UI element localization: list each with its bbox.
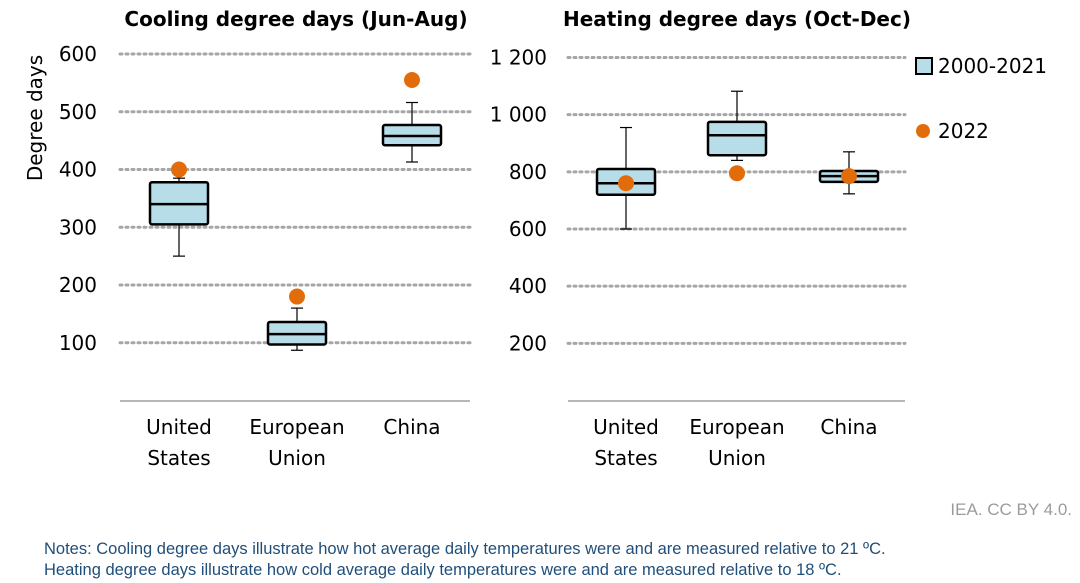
panel-1-ytick-label: 300 — [59, 215, 97, 239]
panel-1-point-2022 — [289, 288, 305, 305]
legend-label-box: 2000-2021 — [938, 54, 1047, 78]
panel-1-category-label: Union — [268, 446, 326, 470]
panel-2-category-label: Union — [708, 446, 766, 470]
panel-2-category-label: States — [594, 446, 657, 470]
panel-2-ytick-label: 800 — [509, 160, 547, 184]
notes: Notes: Cooling degree days illustrate ho… — [44, 539, 886, 581]
panel-1-ytick-label: 600 — [59, 42, 97, 66]
panel-1-title: Cooling degree days (Jun-Aug) — [124, 7, 467, 31]
panel-1-category-label: States — [147, 446, 210, 470]
panel-2-point-2022 — [618, 175, 634, 192]
legend-swatch-dot — [916, 124, 930, 138]
chart-canvas: Cooling degree days (Jun-Aug) Degree days… — [23, 7, 1047, 470]
panel-2-category-label: European — [689, 415, 784, 439]
panel-2-ytick-label: 1 000 — [490, 103, 547, 127]
notes-line-2: Heating degree days illustrate how cold … — [44, 561, 842, 579]
panel-2-ytick-label: 600 — [509, 217, 547, 241]
panel-1-ylabel: Degree days — [23, 55, 47, 181]
notes-line-1: Notes: Cooling degree days illustrate ho… — [44, 540, 886, 558]
panel-2-point-2022 — [841, 168, 857, 185]
legend-swatch-box — [915, 57, 933, 75]
panel-2-ytick-label: 200 — [509, 331, 547, 355]
legend-label-dot: 2022 — [938, 119, 989, 143]
panel-1-point-2022 — [171, 161, 187, 178]
panel-1-point-2022 — [404, 71, 420, 88]
panel-1-category-label: United — [146, 415, 212, 439]
panel-2-ytick-label: 400 — [509, 274, 547, 298]
panel-1-category-label: China — [383, 415, 440, 439]
credit-text: IEA. CC BY 4.0. — [950, 500, 1072, 519]
panel-2-box — [706, 120, 768, 157]
panel-2-title: Heating degree days (Oct-Dec) — [563, 7, 911, 31]
panel-2-point-2022 — [729, 165, 745, 182]
panel-1-ytick-label: 200 — [59, 273, 97, 297]
panel-1-ytick-label: 100 — [59, 331, 97, 355]
panel-1-category-label: European — [249, 415, 344, 439]
panel-1-ytick-label: 400 — [59, 158, 97, 182]
panel-2-ytick-label: 1 200 — [490, 46, 547, 70]
panel-1-ytick-label: 500 — [59, 100, 97, 124]
panel-2-category-label: United — [593, 415, 659, 439]
panel-2-category-label: China — [820, 415, 877, 439]
